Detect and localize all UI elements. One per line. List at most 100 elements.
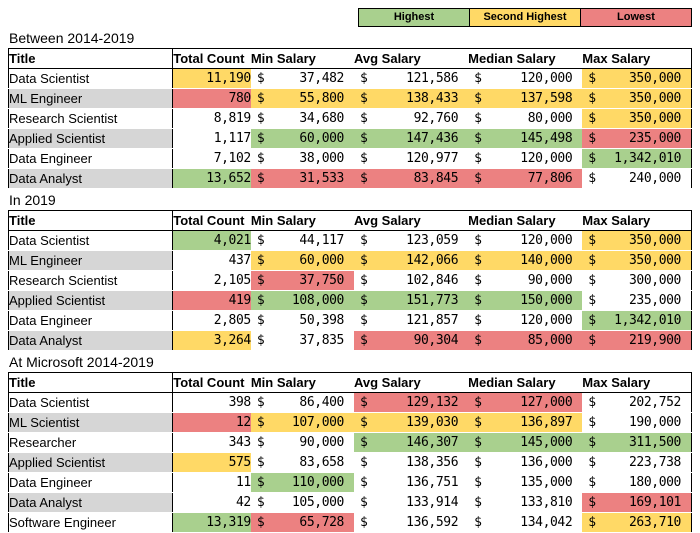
max-salary-cell[interactable]: $219,900 [582,330,692,351]
title-cell[interactable]: Data Scientist [8,230,174,251]
max-salary-cell[interactable]: $263,710 [582,512,692,533]
title-cell[interactable]: Data Engineer [8,310,174,331]
column-header-min-salary[interactable]: Min Salary [250,48,354,69]
column-header-avg-salary[interactable]: Avg Salary [353,48,469,69]
median-salary-cell[interactable]: $90,000 [468,270,583,291]
min-salary-cell[interactable]: $55,800 [250,88,354,109]
total-count-cell[interactable]: 8,819 [172,108,251,129]
title-cell[interactable]: Data Analyst [8,168,174,189]
title-cell[interactable]: Research Scientist [8,270,174,291]
median-salary-cell[interactable]: $145,000 [468,432,583,453]
total-count-cell[interactable]: 780 [172,88,251,109]
total-count-cell[interactable]: 2,105 [172,270,251,291]
column-header-total-count[interactable]: Total Count [172,372,251,393]
avg-salary-cell[interactable]: $123,059 [353,230,469,251]
avg-salary-cell[interactable]: $90,304 [353,330,469,351]
column-header-title[interactable]: Title [8,210,174,231]
median-salary-cell[interactable]: $134,042 [468,512,583,533]
total-count-cell[interactable]: 1,117 [172,128,251,149]
column-header-max-salary[interactable]: Max Salary [582,210,692,231]
total-count-cell[interactable]: 42 [172,492,251,513]
max-salary-cell[interactable]: $169,101 [582,492,692,513]
column-header-median-salary[interactable]: Median Salary [468,210,583,231]
median-salary-cell[interactable]: $150,000 [468,290,583,311]
column-header-total-count[interactable]: Total Count [172,48,251,69]
title-cell[interactable]: ML Engineer [8,250,174,271]
median-salary-cell[interactable]: $137,598 [468,88,583,109]
median-salary-cell[interactable]: $85,000 [468,330,583,351]
median-salary-cell[interactable]: $120,000 [468,230,583,251]
total-count-cell[interactable]: 13,652 [172,168,251,189]
title-cell[interactable]: Data Analyst [8,330,174,351]
median-salary-cell[interactable]: $127,000 [468,392,583,413]
avg-salary-cell[interactable]: $151,773 [353,290,469,311]
min-salary-cell[interactable]: $107,000 [250,412,354,433]
column-header-avg-salary[interactable]: Avg Salary [353,372,469,393]
total-count-cell[interactable]: 11 [172,472,251,493]
median-salary-cell[interactable]: $120,000 [468,310,583,331]
avg-salary-cell[interactable]: $136,592 [353,512,469,533]
column-header-max-salary[interactable]: Max Salary [582,372,692,393]
avg-salary-cell[interactable]: $138,356 [353,452,469,473]
min-salary-cell[interactable]: $37,835 [250,330,354,351]
median-salary-cell[interactable]: $135,000 [468,472,583,493]
total-count-cell[interactable]: 575 [172,452,251,473]
avg-salary-cell[interactable]: $102,846 [353,270,469,291]
column-header-min-salary[interactable]: Min Salary [250,372,354,393]
max-salary-cell[interactable]: $350,000 [582,68,692,89]
column-header-max-salary[interactable]: Max Salary [582,48,692,69]
median-salary-cell[interactable]: $77,806 [468,168,583,189]
total-count-cell[interactable]: 398 [172,392,251,413]
title-cell[interactable]: Applied Scientist [8,290,174,311]
min-salary-cell[interactable]: $37,482 [250,68,354,89]
min-salary-cell[interactable]: $38,000 [250,148,354,169]
max-salary-cell[interactable]: $1,342,010 [582,310,692,331]
total-count-cell[interactable]: 12 [172,412,251,433]
avg-salary-cell[interactable]: $129,132 [353,392,469,413]
median-salary-cell[interactable]: $136,897 [468,412,583,433]
max-salary-cell[interactable]: $350,000 [582,88,692,109]
title-cell[interactable]: Data Engineer [8,148,174,169]
median-salary-cell[interactable]: $140,000 [468,250,583,271]
min-salary-cell[interactable]: $65,728 [250,512,354,533]
title-cell[interactable]: Research Scientist [8,108,174,129]
column-header-title[interactable]: Title [8,48,174,69]
column-header-median-salary[interactable]: Median Salary [468,372,583,393]
min-salary-cell[interactable]: $83,658 [250,452,354,473]
avg-salary-cell[interactable]: $146,307 [353,432,469,453]
min-salary-cell[interactable]: $50,398 [250,310,354,331]
median-salary-cell[interactable]: $120,000 [468,148,583,169]
min-salary-cell[interactable]: $108,000 [250,290,354,311]
max-salary-cell[interactable]: $350,000 [582,230,692,251]
min-salary-cell[interactable]: $31,533 [250,168,354,189]
avg-salary-cell[interactable]: $136,751 [353,472,469,493]
title-cell[interactable]: ML Scientist [8,412,174,433]
title-cell[interactable]: Software Engineer [8,512,174,533]
total-count-cell[interactable]: 437 [172,250,251,271]
column-header-total-count[interactable]: Total Count [172,210,251,231]
title-cell[interactable]: ML Engineer [8,88,174,109]
median-salary-cell[interactable]: $136,000 [468,452,583,473]
min-salary-cell[interactable]: $37,750 [250,270,354,291]
title-cell[interactable]: Data Analyst [8,492,174,513]
max-salary-cell[interactable]: $235,000 [582,290,692,311]
max-salary-cell[interactable]: $350,000 [582,108,692,129]
avg-salary-cell[interactable]: $83,845 [353,168,469,189]
max-salary-cell[interactable]: $311,500 [582,432,692,453]
avg-salary-cell[interactable]: $121,857 [353,310,469,331]
title-cell[interactable]: Applied Scientist [8,128,174,149]
column-header-avg-salary[interactable]: Avg Salary [353,210,469,231]
avg-salary-cell[interactable]: $147,436 [353,128,469,149]
column-header-min-salary[interactable]: Min Salary [250,210,354,231]
min-salary-cell[interactable]: $60,000 [250,128,354,149]
total-count-cell[interactable]: 11,190 [172,68,251,89]
median-salary-cell[interactable]: $80,000 [468,108,583,129]
median-salary-cell[interactable]: $120,000 [468,68,583,89]
max-salary-cell[interactable]: $240,000 [582,168,692,189]
max-salary-cell[interactable]: $1,342,010 [582,148,692,169]
max-salary-cell[interactable]: $300,000 [582,270,692,291]
avg-salary-cell[interactable]: $139,030 [353,412,469,433]
max-salary-cell[interactable]: $180,000 [582,472,692,493]
max-salary-cell[interactable]: $350,000 [582,250,692,271]
min-salary-cell[interactable]: $44,117 [250,230,354,251]
